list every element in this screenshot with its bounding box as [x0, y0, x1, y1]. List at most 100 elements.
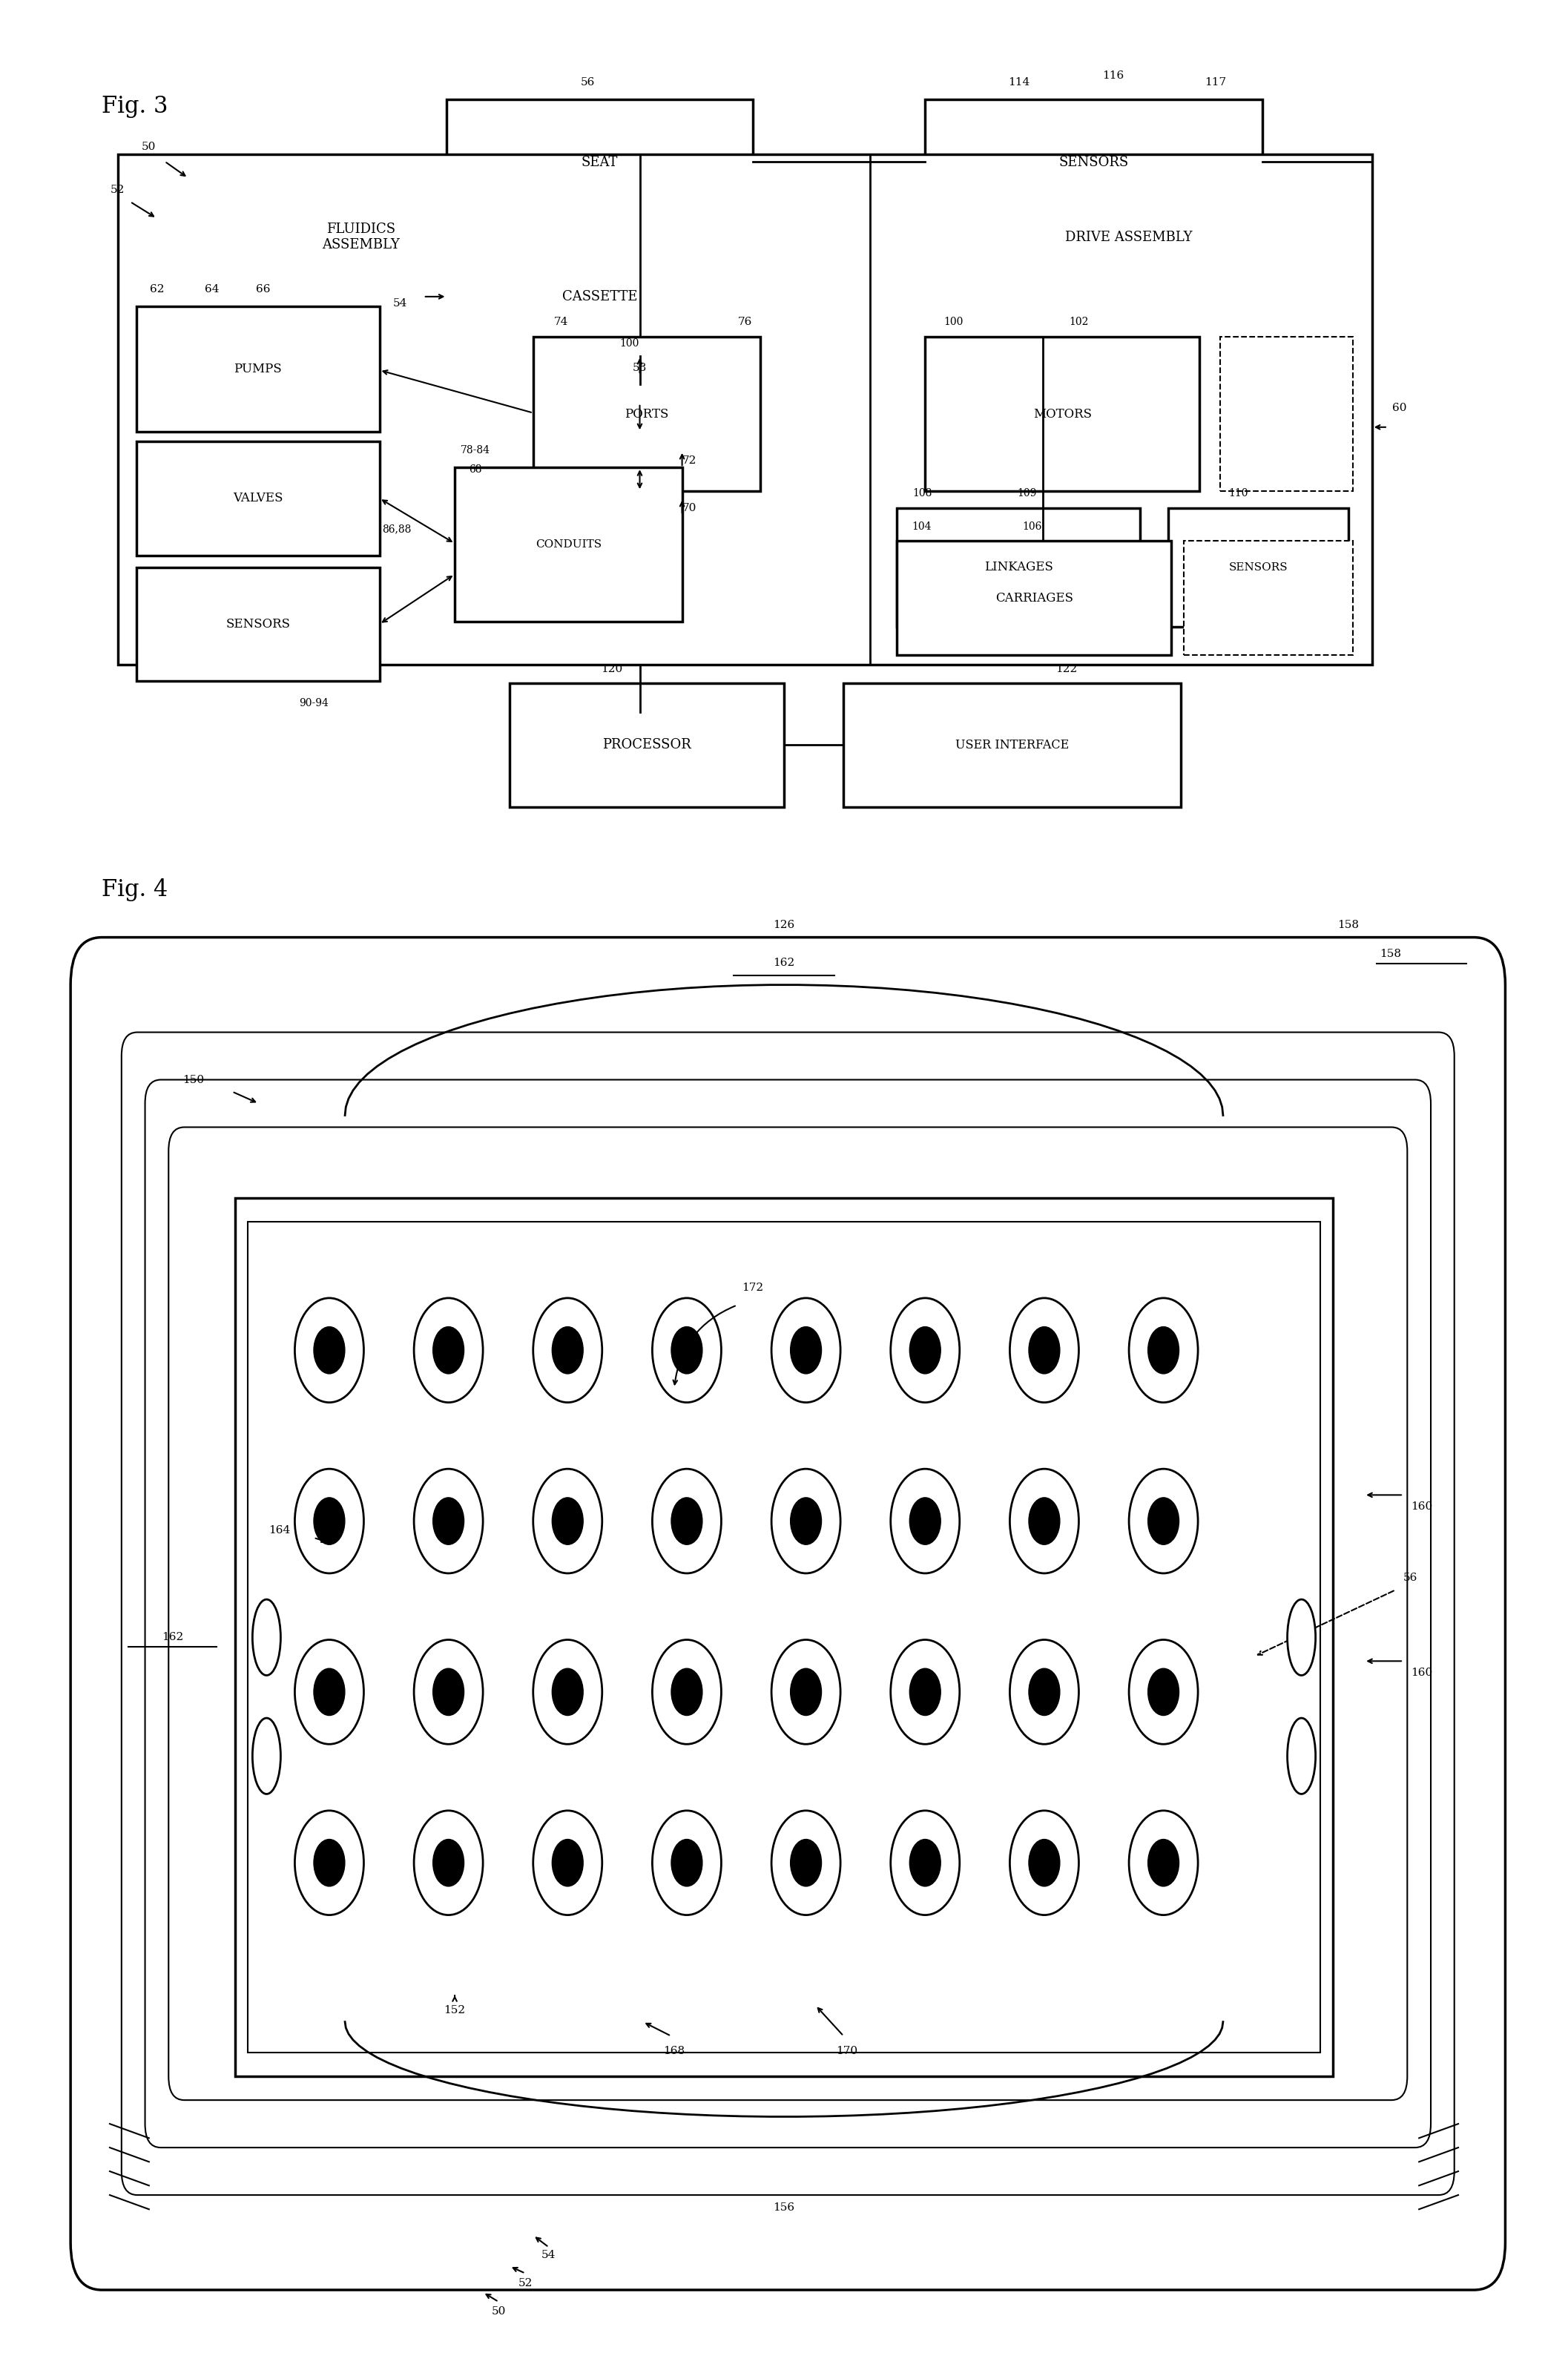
Text: 52: 52 — [517, 2278, 533, 2288]
FancyBboxPatch shape — [1184, 541, 1353, 655]
Text: SENSORS: SENSORS — [1229, 562, 1287, 572]
Text: 86,88: 86,88 — [383, 524, 411, 534]
Circle shape — [433, 1497, 464, 1545]
Circle shape — [790, 1668, 822, 1716]
Text: 160: 160 — [1411, 1502, 1433, 1512]
Text: USER INTERFACE: USER INTERFACE — [955, 738, 1069, 752]
Text: SEAT: SEAT — [582, 157, 618, 168]
FancyBboxPatch shape — [510, 683, 784, 807]
FancyBboxPatch shape — [447, 237, 753, 356]
Text: 64: 64 — [204, 285, 220, 294]
Circle shape — [314, 1327, 345, 1374]
Text: 54: 54 — [392, 299, 408, 308]
FancyBboxPatch shape — [533, 337, 760, 491]
Circle shape — [909, 1839, 941, 1887]
Circle shape — [909, 1497, 941, 1545]
FancyBboxPatch shape — [71, 937, 1505, 2290]
Text: 168: 168 — [663, 2046, 685, 2055]
Circle shape — [552, 1839, 583, 1887]
Text: SENSORS: SENSORS — [226, 617, 290, 631]
Ellipse shape — [1287, 1718, 1316, 1794]
Text: 172: 172 — [742, 1284, 764, 1293]
FancyBboxPatch shape — [136, 567, 379, 681]
FancyBboxPatch shape — [122, 1032, 1455, 2195]
Text: 114: 114 — [1008, 78, 1030, 88]
Ellipse shape — [252, 1718, 281, 1794]
Text: CARRIAGES: CARRIAGES — [996, 591, 1073, 605]
Text: 122: 122 — [1055, 664, 1077, 674]
Text: 126: 126 — [773, 921, 795, 930]
Text: LINKAGES: LINKAGES — [985, 560, 1052, 574]
Text: 100: 100 — [944, 318, 963, 327]
Circle shape — [1148, 1839, 1179, 1887]
Text: 116: 116 — [1102, 71, 1124, 81]
Circle shape — [671, 1327, 702, 1374]
Text: 106: 106 — [1022, 522, 1041, 532]
Circle shape — [1148, 1497, 1179, 1545]
Text: 164: 164 — [268, 1526, 290, 1535]
Text: 50: 50 — [141, 142, 157, 152]
Text: 104: 104 — [913, 522, 931, 532]
Text: FLUIDICS
ASSEMBLY: FLUIDICS ASSEMBLY — [321, 223, 400, 252]
Text: 117: 117 — [1204, 78, 1226, 88]
Circle shape — [433, 1668, 464, 1716]
Circle shape — [1029, 1668, 1060, 1716]
Text: VALVES: VALVES — [234, 491, 282, 505]
Text: 74: 74 — [554, 318, 569, 327]
Circle shape — [790, 1497, 822, 1545]
Text: 160: 160 — [1411, 1668, 1433, 1678]
FancyBboxPatch shape — [235, 1198, 1333, 2076]
FancyBboxPatch shape — [118, 154, 1372, 664]
Text: PROCESSOR: PROCESSOR — [602, 738, 691, 752]
Text: CASSETTE: CASSETTE — [561, 290, 638, 304]
Text: 56: 56 — [580, 78, 596, 88]
Circle shape — [1029, 1327, 1060, 1374]
Text: Fig. 4: Fig. 4 — [102, 878, 168, 902]
Text: SENSORS: SENSORS — [1058, 157, 1129, 168]
FancyBboxPatch shape — [455, 467, 682, 622]
Circle shape — [314, 1839, 345, 1887]
Text: 156: 156 — [773, 2202, 795, 2212]
FancyBboxPatch shape — [897, 508, 1140, 626]
Text: 110: 110 — [1229, 489, 1248, 498]
FancyBboxPatch shape — [844, 683, 1181, 807]
FancyBboxPatch shape — [136, 306, 379, 432]
Text: 50: 50 — [491, 2307, 506, 2316]
FancyBboxPatch shape — [925, 100, 1262, 225]
Text: 60: 60 — [1392, 403, 1406, 413]
Text: 56: 56 — [1403, 1573, 1417, 1583]
Circle shape — [790, 1839, 822, 1887]
Text: 150: 150 — [182, 1075, 204, 1084]
Circle shape — [671, 1497, 702, 1545]
Text: 100: 100 — [619, 339, 638, 349]
Text: 162: 162 — [773, 959, 795, 968]
Circle shape — [552, 1668, 583, 1716]
Text: CONDUITS: CONDUITS — [535, 539, 602, 551]
FancyBboxPatch shape — [248, 1222, 1320, 2053]
FancyBboxPatch shape — [897, 541, 1171, 655]
Text: 120: 120 — [601, 664, 622, 674]
Circle shape — [909, 1668, 941, 1716]
Circle shape — [1029, 1497, 1060, 1545]
Text: DRIVE ASSEMBLY: DRIVE ASSEMBLY — [1065, 230, 1193, 244]
FancyBboxPatch shape — [447, 100, 753, 225]
Text: PORTS: PORTS — [624, 408, 670, 420]
Text: 66: 66 — [256, 285, 271, 294]
Circle shape — [314, 1668, 345, 1716]
Text: 90-94: 90-94 — [299, 698, 328, 707]
Text: 158: 158 — [1380, 949, 1402, 959]
Text: 158: 158 — [1338, 921, 1359, 930]
FancyBboxPatch shape — [136, 441, 379, 555]
FancyBboxPatch shape — [1168, 508, 1348, 626]
Text: 72: 72 — [682, 456, 696, 465]
Circle shape — [1148, 1668, 1179, 1716]
Text: 54: 54 — [541, 2250, 557, 2259]
Text: Fig. 3: Fig. 3 — [102, 95, 168, 119]
Text: 162: 162 — [162, 1633, 183, 1642]
Text: 52: 52 — [110, 185, 125, 195]
Circle shape — [790, 1327, 822, 1374]
Circle shape — [671, 1668, 702, 1716]
Circle shape — [552, 1327, 583, 1374]
Circle shape — [1148, 1327, 1179, 1374]
Text: 62: 62 — [149, 285, 165, 294]
